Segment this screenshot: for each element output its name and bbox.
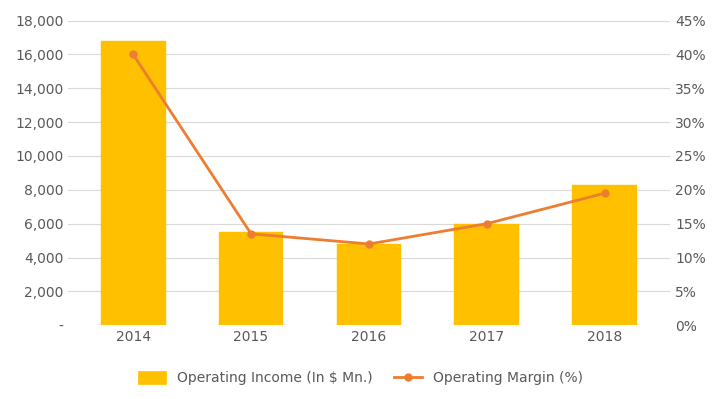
Bar xyxy=(454,224,519,325)
Bar xyxy=(218,232,283,325)
Bar xyxy=(101,41,166,325)
Bar xyxy=(572,185,637,325)
Legend: Operating Income (In $ Mn.), Operating Margin (%): Operating Income (In $ Mn.), Operating M… xyxy=(131,364,590,392)
Bar xyxy=(337,244,402,325)
